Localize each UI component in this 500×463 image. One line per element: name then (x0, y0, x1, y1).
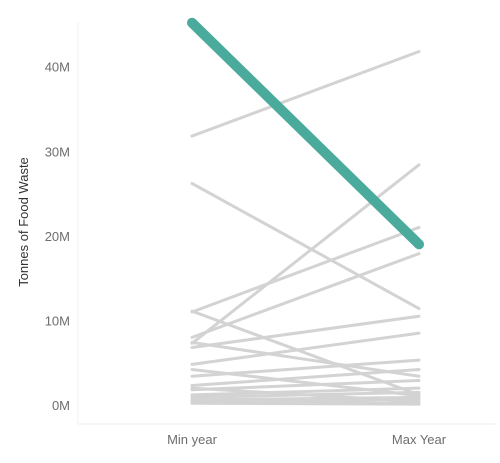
series-line (190, 386, 421, 397)
series-line (190, 390, 421, 399)
series-line (190, 367, 421, 388)
highlight-series (187, 17, 424, 250)
x-tick-label: Max Year (392, 432, 447, 447)
series-line (190, 367, 421, 398)
series-line (190, 378, 421, 392)
y-tick-label: 40M (45, 60, 70, 75)
series-line (190, 163, 421, 345)
x-ticks: Min year Max Year (167, 432, 447, 447)
series-line (190, 397, 421, 404)
series-line (190, 50, 421, 138)
series-line (190, 225, 421, 314)
highlight-series-line (187, 17, 424, 250)
series-line (190, 181, 421, 311)
series-line (190, 340, 421, 378)
y-tick-label: 30M (45, 144, 70, 159)
series-line (190, 314, 421, 349)
series-line (190, 331, 421, 366)
y-tick-label: 10M (45, 313, 70, 328)
series-line (190, 252, 421, 339)
series-line (190, 395, 421, 402)
y-ticks: 0M 10M 20M 30M 40M (45, 60, 70, 413)
y-axis-label: Tonnes of Food Waste (16, 157, 31, 287)
y-tick-label: 20M (45, 229, 70, 244)
y-tick-label: 0M (52, 398, 70, 413)
axes (77, 22, 495, 425)
series-line (190, 401, 421, 406)
x-tick-label: Min year (167, 432, 218, 447)
other-series-lines (190, 50, 421, 406)
